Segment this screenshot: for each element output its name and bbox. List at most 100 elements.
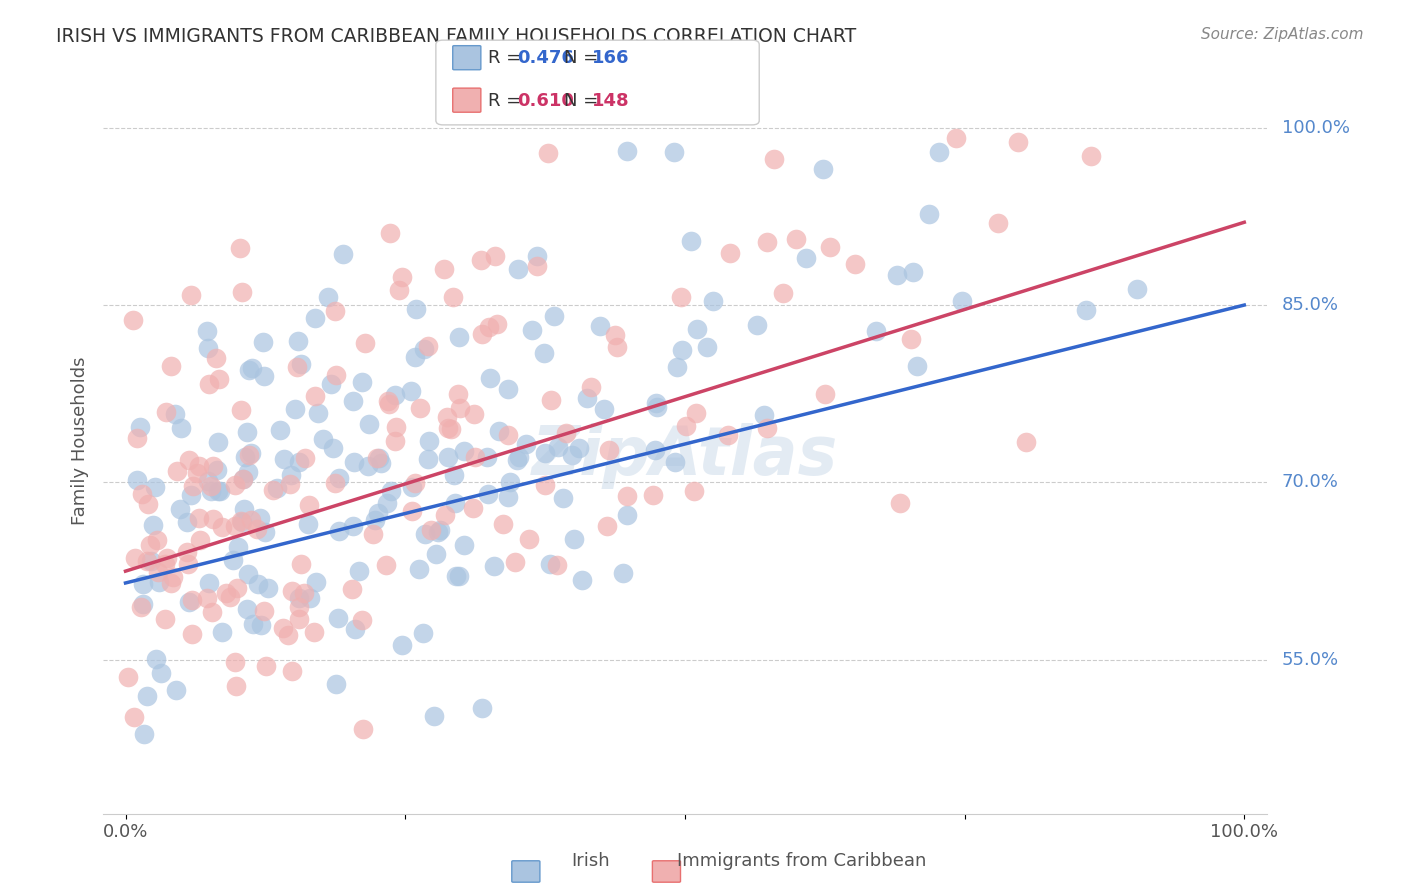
Point (180, 288, 202, 302)
Point (160, 576, 183, 591)
Point (391, 269, 413, 284)
Point (357, 417, 380, 431)
Point (433, 262, 456, 277)
Point (405, 301, 427, 316)
Point (342, 394, 364, 409)
Point (246, 577, 269, 591)
Point (290, 557, 312, 571)
Point (811, 162, 834, 177)
Point (762, 152, 785, 166)
Point (197, 341, 219, 355)
Point (616, 145, 638, 159)
Point (366, 451, 388, 466)
Text: 148: 148 (592, 92, 630, 110)
Point (616, 489, 638, 503)
Point (328, 524, 350, 538)
Point (685, 406, 707, 420)
Point (312, 433, 335, 447)
Point (683, 483, 706, 498)
Point (675, 419, 697, 434)
Point (664, 455, 686, 469)
Point (328, 471, 350, 485)
Point (499, 475, 522, 490)
Point (538, 557, 561, 571)
Point (117, 670, 139, 684)
Point (304, 311, 326, 326)
Point (745, 318, 768, 332)
Point (671, 290, 693, 304)
Point (453, 538, 475, 552)
Point (343, 622, 366, 636)
Point (177, 453, 200, 467)
Point (280, 467, 302, 482)
Point (253, 368, 276, 383)
Point (222, 553, 245, 567)
Point (367, 450, 389, 465)
Point (288, 591, 311, 606)
Point (148, 574, 170, 589)
Point (755, 421, 778, 435)
Point (232, 472, 254, 486)
Point (176, 545, 198, 559)
Point (568, 441, 591, 455)
Point (208, 372, 231, 386)
Point (413, 342, 436, 356)
Point (299, 591, 322, 605)
Point (187, 459, 209, 474)
Text: Irish: Irish (571, 852, 610, 870)
Point (380, 484, 402, 499)
Point (332, 247, 354, 261)
Point (238, 362, 260, 376)
Point (256, 582, 278, 596)
Point (408, 562, 430, 576)
Point (354, 335, 377, 350)
Point (142, 518, 165, 533)
Point (471, 701, 494, 715)
Point (377, 393, 399, 408)
Point (236, 567, 259, 582)
Point (543, 310, 565, 324)
Y-axis label: Family Households: Family Households (72, 357, 89, 525)
Point (139, 553, 162, 567)
Point (356, 458, 378, 473)
Point (463, 500, 485, 515)
Point (238, 448, 260, 462)
Point (284, 402, 307, 417)
Point (436, 410, 458, 425)
Point (226, 581, 249, 595)
Point (616, 508, 638, 522)
Point (534, 477, 557, 491)
Point (186, 466, 208, 480)
Point (235, 450, 257, 464)
Point (181, 626, 204, 640)
Point (139, 538, 162, 552)
Point (679, 235, 702, 249)
Point (225, 679, 247, 693)
Point (814, 387, 837, 401)
Point (238, 465, 260, 479)
Point (135, 554, 157, 568)
Point (534, 446, 557, 460)
Point (449, 401, 471, 415)
Point (592, 401, 614, 416)
Point (453, 443, 475, 458)
Point (561, 448, 583, 462)
Point (316, 290, 339, 304)
Point (236, 425, 259, 439)
Point (662, 145, 685, 160)
Point (1126, 282, 1149, 296)
Point (350, 375, 373, 389)
Point (129, 420, 152, 434)
Point (598, 443, 620, 458)
Point (702, 294, 724, 309)
Point (952, 293, 974, 308)
Point (256, 658, 278, 673)
Point (224, 519, 246, 533)
Point (503, 555, 526, 569)
Point (554, 425, 576, 440)
Point (378, 226, 401, 240)
Point (145, 652, 167, 666)
Point (180, 488, 202, 502)
Point (794, 251, 817, 265)
Point (818, 240, 841, 254)
